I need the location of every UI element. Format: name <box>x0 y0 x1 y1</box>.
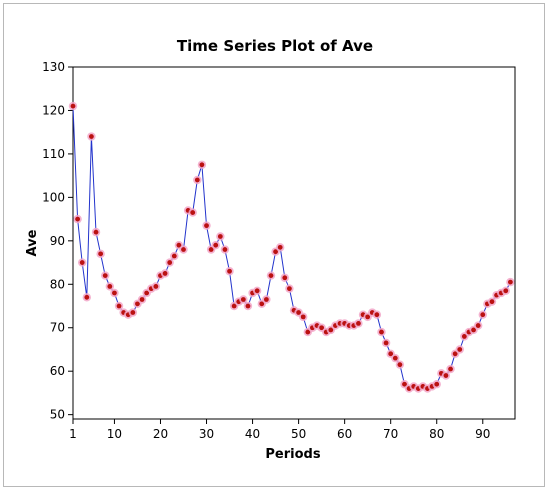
data-point <box>441 371 451 380</box>
data-point <box>262 295 271 304</box>
x-tick-label-60: 60 <box>337 427 352 441</box>
y-tick-label-100: 100 <box>42 190 65 204</box>
x-tick-label-10: 10 <box>107 427 122 441</box>
data-point <box>220 245 230 254</box>
data-point <box>78 258 87 267</box>
y-tick-label-130: 130 <box>42 60 65 74</box>
data-point <box>446 364 455 374</box>
data-point <box>87 132 96 141</box>
data-point <box>82 293 92 302</box>
data-point <box>165 258 174 267</box>
y-axis: 50 60 70 80 90 100 110 120 130 <box>42 60 73 422</box>
y-tick-label-110: 110 <box>42 147 65 161</box>
data-point <box>299 312 308 322</box>
data-point <box>193 175 202 185</box>
data-point <box>91 227 101 237</box>
data-point <box>257 299 266 309</box>
data-points <box>68 101 515 393</box>
data-point <box>377 327 386 337</box>
x-tick-label-1: 1 <box>69 427 77 441</box>
data-point <box>160 269 170 278</box>
x-axis: 1 10 20 30 40 50 60 70 80 90 <box>69 419 490 441</box>
data-point <box>487 297 497 306</box>
data-point <box>179 245 188 254</box>
data-point <box>243 301 253 311</box>
data-point <box>170 251 179 261</box>
y-tick-label-80: 80 <box>50 277 65 291</box>
data-point <box>225 267 234 276</box>
data-point <box>105 282 115 291</box>
data-point <box>285 284 294 293</box>
x-tick-label-40: 40 <box>245 427 260 441</box>
data-point <box>391 353 400 363</box>
plot-area <box>72 66 516 420</box>
x-tick-label-70: 70 <box>383 427 398 441</box>
data-point <box>478 310 487 319</box>
data-point <box>252 286 262 296</box>
x-axis-label: Periods <box>265 447 320 462</box>
data-point <box>96 249 105 259</box>
data-point <box>216 232 225 241</box>
data-point <box>280 273 289 282</box>
chart-title: Time Series Plot of Ave <box>177 37 373 55</box>
data-point <box>197 160 207 169</box>
data-point <box>381 338 391 348</box>
data-point <box>101 271 110 280</box>
data-point <box>151 282 161 291</box>
data-point <box>275 243 285 252</box>
data-point <box>455 345 464 354</box>
y-tick-label-120: 120 <box>42 103 65 117</box>
y-axis-label: Ave <box>25 229 40 256</box>
y-tick-label-70: 70 <box>50 321 65 335</box>
x-tick-label-90: 90 <box>475 427 490 441</box>
data-point <box>211 240 220 250</box>
x-tick-label-50: 50 <box>291 427 306 441</box>
x-tick-label-80: 80 <box>429 427 444 441</box>
x-tick-label-20: 20 <box>153 427 168 441</box>
data-point <box>114 301 124 311</box>
data-point <box>68 101 78 111</box>
data-point <box>473 321 483 330</box>
data-point <box>266 271 276 280</box>
data-point <box>137 295 147 304</box>
data-point <box>506 277 515 287</box>
x-tick-label-30: 30 <box>199 427 214 441</box>
data-point <box>110 288 119 298</box>
data-point <box>501 286 510 296</box>
data-point <box>239 295 248 304</box>
data-point <box>372 310 382 319</box>
data-point <box>354 319 363 328</box>
data-point <box>395 360 405 369</box>
y-tick-label-50: 50 <box>50 408 65 422</box>
data-point <box>128 308 138 317</box>
y-tick-label-90: 90 <box>50 234 65 248</box>
y-tick-label-60: 60 <box>50 364 65 378</box>
data-point <box>202 221 211 230</box>
data-point <box>432 380 441 389</box>
data-point <box>188 208 197 217</box>
data-point <box>73 214 82 224</box>
